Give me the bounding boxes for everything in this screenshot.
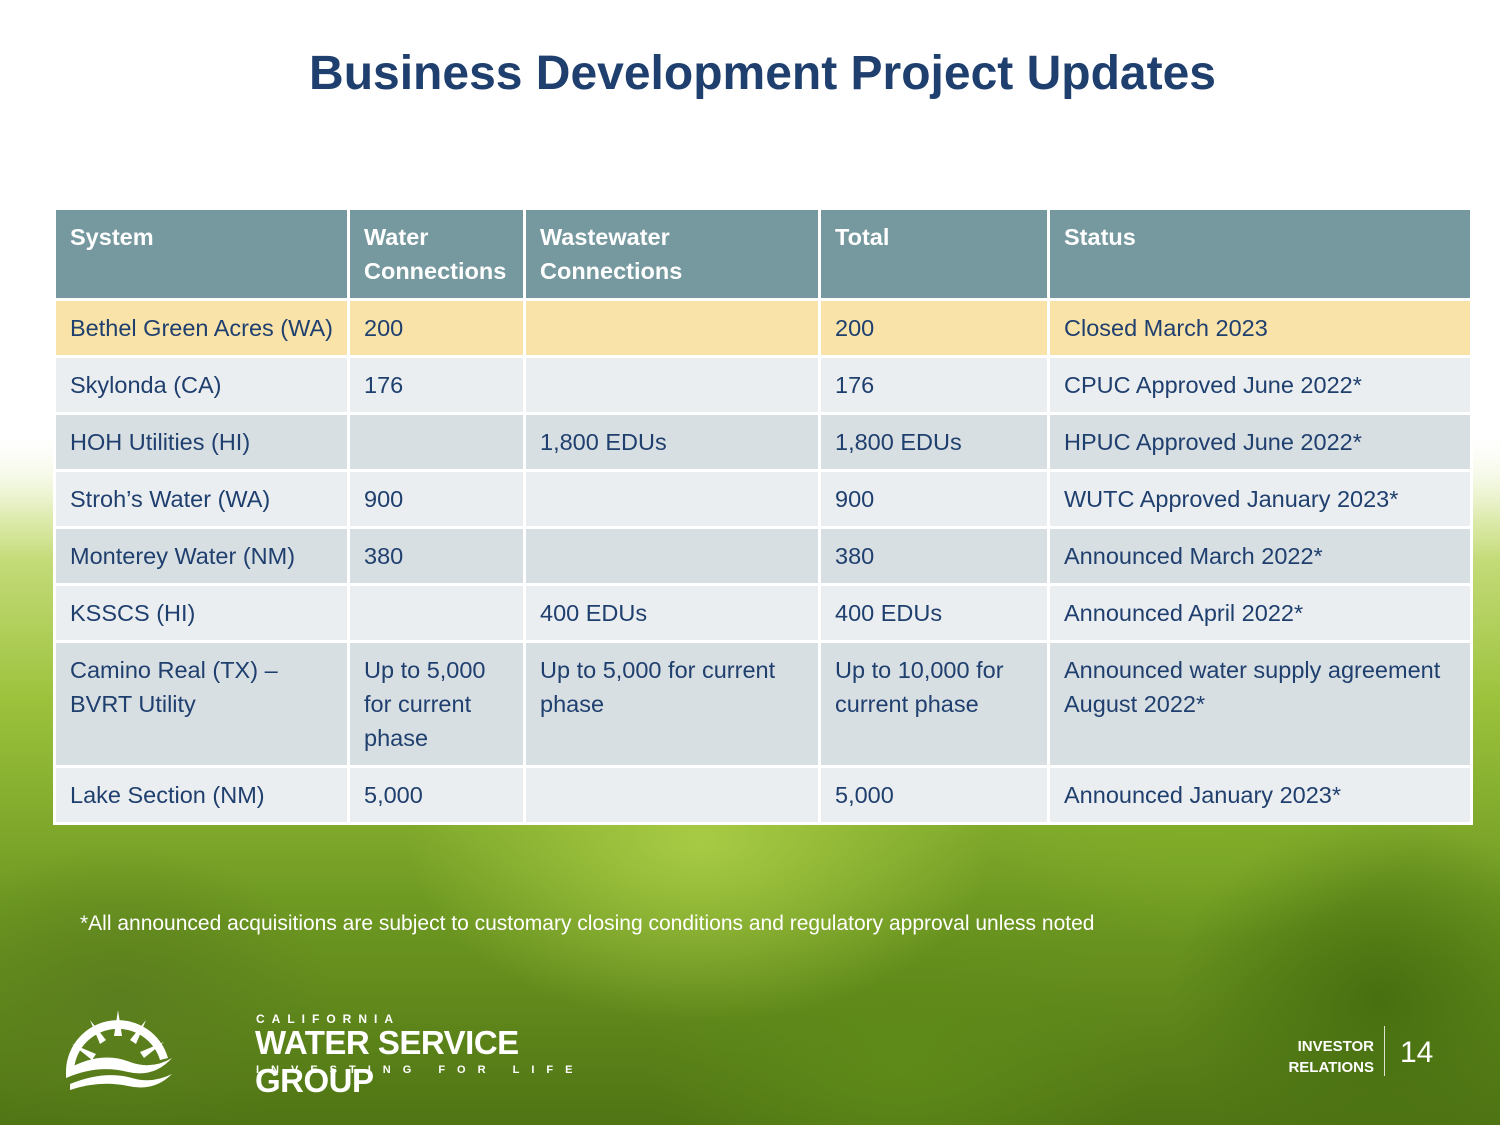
table-row: Monterey Water (NM) 380 380 Announced Ma… — [53, 526, 1473, 586]
project-updates-table: System Water Connections Wastewater Conn… — [53, 207, 1473, 825]
header-wastewater-connections: Wastewater Connections — [523, 207, 821, 301]
header-water-connections: Water Connections — [347, 207, 526, 301]
cell-system: Monterey Water (NM) — [53, 526, 350, 586]
cell-water: 5,000 — [347, 765, 526, 825]
table-row: Lake Section (NM) 5,000 5,000 Announced … — [53, 765, 1473, 825]
cell-wastewater — [523, 355, 821, 415]
header-system: System — [53, 207, 350, 301]
cell-water: 176 — [347, 355, 526, 415]
cell-total: Up to 10,000 for current phase — [818, 640, 1050, 768]
sun-wave-icon — [66, 1010, 172, 1090]
cell-status: Announced March 2022* — [1047, 526, 1473, 586]
logo-tagline: INVESTING FOR LIFE — [256, 1064, 585, 1076]
cell-water: 200 — [347, 298, 526, 358]
cell-system: HOH Utilities (HI) — [53, 412, 350, 472]
page-number: 14 — [1400, 1036, 1434, 1069]
cell-wastewater: Up to 5,000 for current phase — [523, 640, 821, 768]
cell-status: CPUC Approved June 2022* — [1047, 355, 1473, 415]
company-logo: CALIFORNIA WATER SERVICE GROUP INVESTING… — [60, 1000, 620, 1099]
cell-wastewater: 400 EDUs — [523, 583, 821, 643]
table-row: Stroh’s Water (WA) 900 900 WUTC Approved… — [53, 469, 1473, 529]
logo-top-line: CALIFORNIA — [256, 1012, 400, 1026]
cell-total: 200 — [818, 298, 1050, 358]
table-row: HOH Utilities (HI) 1,800 EDUs 1,800 EDUs… — [53, 412, 1473, 472]
cell-total: 900 — [818, 469, 1050, 529]
cell-status: HPUC Approved June 2022* — [1047, 412, 1473, 472]
cell-total: 400 EDUs — [818, 583, 1050, 643]
investor-relations-label: INVESTOR RELATIONS — [1270, 1036, 1374, 1078]
table-row: Bethel Green Acres (WA) 200 200 Closed M… — [53, 298, 1473, 358]
table-row: Skylonda (CA) 176 176 CPUC Approved June… — [53, 355, 1473, 415]
cell-system: Bethel Green Acres (WA) — [53, 298, 350, 358]
cell-total: 176 — [818, 355, 1050, 415]
cell-system: Skylonda (CA) — [53, 355, 350, 415]
cell-total: 1,800 EDUs — [818, 412, 1050, 472]
table-header-row: System Water Connections Wastewater Conn… — [53, 207, 1473, 301]
cell-water: Up to 5,000 for current phase — [347, 640, 526, 768]
cell-wastewater — [523, 526, 821, 586]
cell-wastewater — [523, 469, 821, 529]
cell-total: 5,000 — [818, 765, 1050, 825]
cell-water: 380 — [347, 526, 526, 586]
footer-divider — [1384, 1026, 1385, 1076]
ir-line-2: RELATIONS — [1288, 1059, 1374, 1076]
header-status: Status — [1047, 207, 1473, 301]
cell-system: Lake Section (NM) — [53, 765, 350, 825]
cell-wastewater — [523, 765, 821, 825]
table-row: Camino Real (TX) – BVRT Utility Up to 5,… — [53, 640, 1473, 768]
cell-status: Announced January 2023* — [1047, 765, 1473, 825]
ir-line-1: INVESTOR — [1297, 1038, 1374, 1055]
cell-status: Announced water supply agreement August … — [1047, 640, 1473, 768]
table-row: KSSCS (HI) 400 EDUs 400 EDUs Announced A… — [53, 583, 1473, 643]
cell-total: 380 — [818, 526, 1050, 586]
cell-water: 900 — [347, 469, 526, 529]
cell-wastewater: 1,800 EDUs — [523, 412, 821, 472]
cell-status: WUTC Approved January 2023* — [1047, 469, 1473, 529]
header-total: Total — [818, 207, 1050, 301]
cell-water — [347, 412, 526, 472]
cell-status: Closed March 2023 — [1047, 298, 1473, 358]
cell-system: KSSCS (HI) — [53, 583, 350, 643]
cell-system: Camino Real (TX) – BVRT Utility — [53, 640, 350, 768]
cell-water — [347, 583, 526, 643]
logo-main-text: WATER SERVICE GROUP — [255, 1024, 519, 1099]
cell-wastewater — [523, 298, 821, 358]
slide-title: Business Development Project Updates — [309, 47, 1216, 100]
cell-status: Announced April 2022* — [1047, 583, 1473, 643]
footnote: *All announced acquisitions are subject … — [80, 912, 1095, 935]
cell-system: Stroh’s Water (WA) — [53, 469, 350, 529]
